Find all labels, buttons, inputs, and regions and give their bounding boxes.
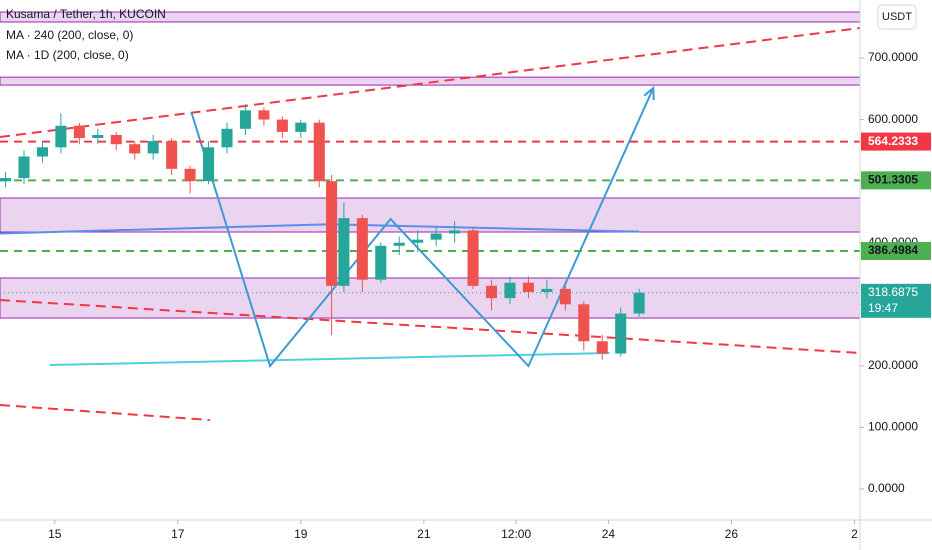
candle-body bbox=[578, 304, 590, 342]
candle-body bbox=[541, 288, 553, 292]
candle-body bbox=[36, 147, 48, 157]
last-price-box bbox=[861, 283, 931, 318]
y-tick-label: 700.0000 bbox=[868, 50, 918, 64]
candle-body bbox=[166, 141, 178, 169]
price-label-box bbox=[861, 171, 931, 190]
candle-body bbox=[110, 134, 122, 145]
indicator-label: MA · 1D (200, close, 0) bbox=[6, 48, 129, 62]
candle-body bbox=[92, 134, 104, 139]
y-tick-label: 0.0000 bbox=[868, 481, 905, 495]
trend-line bbox=[0, 27, 860, 138]
x-tick-label: 26 bbox=[725, 527, 739, 541]
y-tick-label: 100.0000 bbox=[868, 420, 918, 434]
candle-body bbox=[239, 110, 251, 129]
candle-body bbox=[393, 242, 405, 246]
x-tick-label: 2 bbox=[851, 527, 858, 541]
x-tick-label: 17 bbox=[171, 527, 185, 541]
candle-body bbox=[184, 168, 196, 182]
candle-body bbox=[412, 239, 424, 243]
candle-body bbox=[522, 282, 534, 292]
chart-title: Kusama / Tether, 1h, KUCOIN bbox=[6, 7, 166, 21]
candle-body bbox=[55, 125, 67, 148]
price-label-box bbox=[861, 132, 931, 151]
price-label: 386.4984 bbox=[868, 243, 918, 257]
candle-body bbox=[375, 245, 387, 280]
candle-body bbox=[73, 125, 85, 139]
candle-body bbox=[18, 156, 30, 179]
last-price-label: 318.6875 bbox=[868, 285, 918, 299]
candle-body bbox=[504, 282, 516, 299]
candle-body bbox=[203, 147, 215, 182]
trend-line bbox=[190, 87, 655, 369]
price-label: 501.3305 bbox=[868, 173, 918, 187]
candle-body bbox=[449, 230, 461, 234]
zone bbox=[0, 76, 860, 86]
candle-body bbox=[430, 233, 442, 240]
candle-body bbox=[313, 122, 325, 182]
trend-line bbox=[49, 352, 610, 367]
arrow-head bbox=[643, 85, 655, 101]
price-label-box bbox=[861, 242, 931, 261]
candle-body bbox=[596, 341, 608, 354]
x-tick-label: 24 bbox=[602, 527, 616, 541]
zone bbox=[0, 197, 860, 233]
zone bbox=[0, 277, 860, 319]
candle-body bbox=[276, 119, 288, 132]
x-tick-label: 21 bbox=[417, 527, 431, 541]
x-tick-label: 12:00 bbox=[501, 527, 531, 541]
candle-body bbox=[559, 288, 571, 305]
x-tick-label: 15 bbox=[48, 527, 62, 541]
candle-body bbox=[467, 230, 479, 286]
trend-line bbox=[0, 404, 210, 421]
currency-label[interactable]: USDT bbox=[882, 11, 912, 23]
countdown-label: 19:47 bbox=[868, 301, 898, 315]
x-tick-label: 19 bbox=[294, 527, 308, 541]
candle-body bbox=[338, 218, 350, 286]
candle-body bbox=[295, 122, 307, 132]
candle-body bbox=[129, 144, 141, 154]
candle-body bbox=[356, 218, 368, 280]
y-tick-label: 600.0000 bbox=[868, 112, 918, 126]
candle-body bbox=[633, 292, 645, 314]
indicator-label: MA · 240 (200, close, 0) bbox=[6, 28, 133, 42]
axes: 0.0000100.0000200.0000300.0000400.000050… bbox=[48, 50, 931, 541]
candle-body bbox=[485, 285, 498, 299]
candle-body bbox=[221, 128, 233, 148]
candle-body bbox=[326, 181, 338, 286]
plot-area bbox=[0, 11, 860, 421]
candle-body bbox=[0, 178, 12, 182]
currency-button[interactable] bbox=[877, 4, 917, 30]
zone bbox=[0, 11, 860, 23]
candle-body bbox=[147, 141, 159, 154]
y-tick-label: 200.0000 bbox=[868, 358, 918, 372]
candle-body bbox=[615, 313, 627, 354]
price-label: 564.2333 bbox=[868, 134, 918, 148]
candle-body bbox=[258, 110, 270, 120]
